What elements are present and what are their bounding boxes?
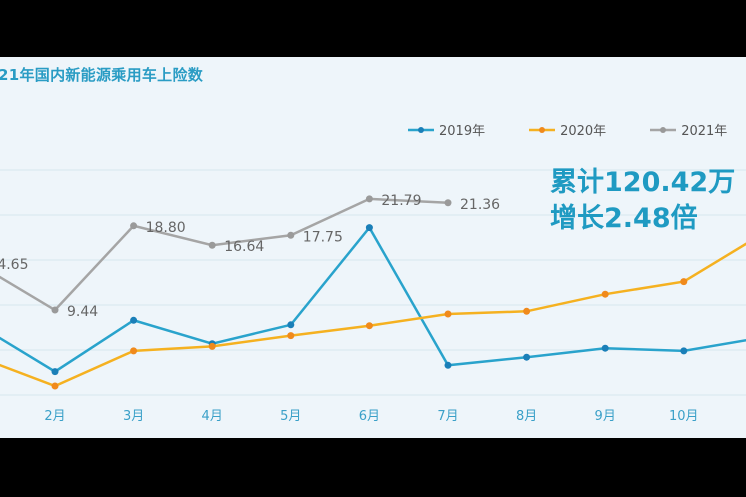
data-point	[51, 382, 59, 390]
chart-panel	[0, 57, 746, 438]
data-label: 17.75	[303, 229, 343, 245]
data-point	[601, 344, 609, 352]
chart-title: 21年国内新能源乘用车上险数	[0, 66, 204, 84]
data-point	[523, 307, 531, 315]
legend-item-2019[interactable]: 2019年	[408, 120, 485, 139]
annotation-growth: 增长2.48倍	[550, 203, 698, 234]
legend-marker-2021	[650, 126, 677, 133]
data-point	[444, 199, 452, 207]
legend-item-2021[interactable]: 2021年	[650, 120, 727, 139]
data-point	[444, 310, 452, 318]
data-point	[680, 347, 688, 355]
x-tick-label: 7月	[437, 409, 458, 424]
data-point	[130, 222, 138, 230]
data-point	[51, 306, 59, 314]
data-label: 18.80	[146, 220, 186, 236]
x-tick-label: 3月	[123, 409, 144, 424]
data-point	[130, 316, 138, 324]
data-label: 21.36	[460, 197, 500, 213]
legend-label: 2020年	[560, 124, 607, 139]
data-label: 14.65	[0, 257, 28, 273]
annotation-total: 累计120.42万	[550, 167, 736, 198]
data-point	[365, 322, 373, 330]
x-tick-label: 4月	[202, 409, 223, 424]
legend: 2019年 2020年 2021年	[408, 120, 727, 139]
legend-label: 2021年	[681, 124, 728, 139]
legend-marker-2020	[529, 126, 556, 133]
data-point	[365, 224, 373, 232]
legend-label: 2019年	[439, 124, 486, 139]
data-point	[208, 342, 216, 350]
data-point	[444, 361, 452, 369]
series-line-2020年	[0, 242, 746, 388]
legend-item-2020[interactable]: 2020年	[529, 120, 606, 139]
x-tick-label: 2月	[44, 409, 65, 424]
data-point	[680, 278, 688, 286]
data-label: 16.64	[224, 239, 264, 255]
legend-marker-2019	[408, 126, 434, 133]
data-point	[51, 368, 59, 376]
x-tick-label: 8月	[516, 409, 537, 424]
data-point	[208, 241, 216, 249]
x-tick-label: 6月	[359, 409, 380, 424]
x-tick-label: 5月	[280, 409, 301, 424]
data-point	[287, 321, 295, 329]
data-point	[287, 332, 295, 340]
x-tick-label: 10月	[669, 409, 699, 424]
data-point	[601, 290, 609, 298]
data-point	[287, 231, 295, 239]
data-label: 9.44	[67, 304, 98, 320]
annotation: 累计120.42万 增长2.48倍	[550, 165, 735, 237]
x-tick-label: 9月	[595, 409, 616, 424]
data-point	[523, 353, 531, 361]
data-point	[130, 347, 138, 355]
data-point	[365, 195, 373, 203]
data-label: 21.79	[381, 193, 421, 209]
